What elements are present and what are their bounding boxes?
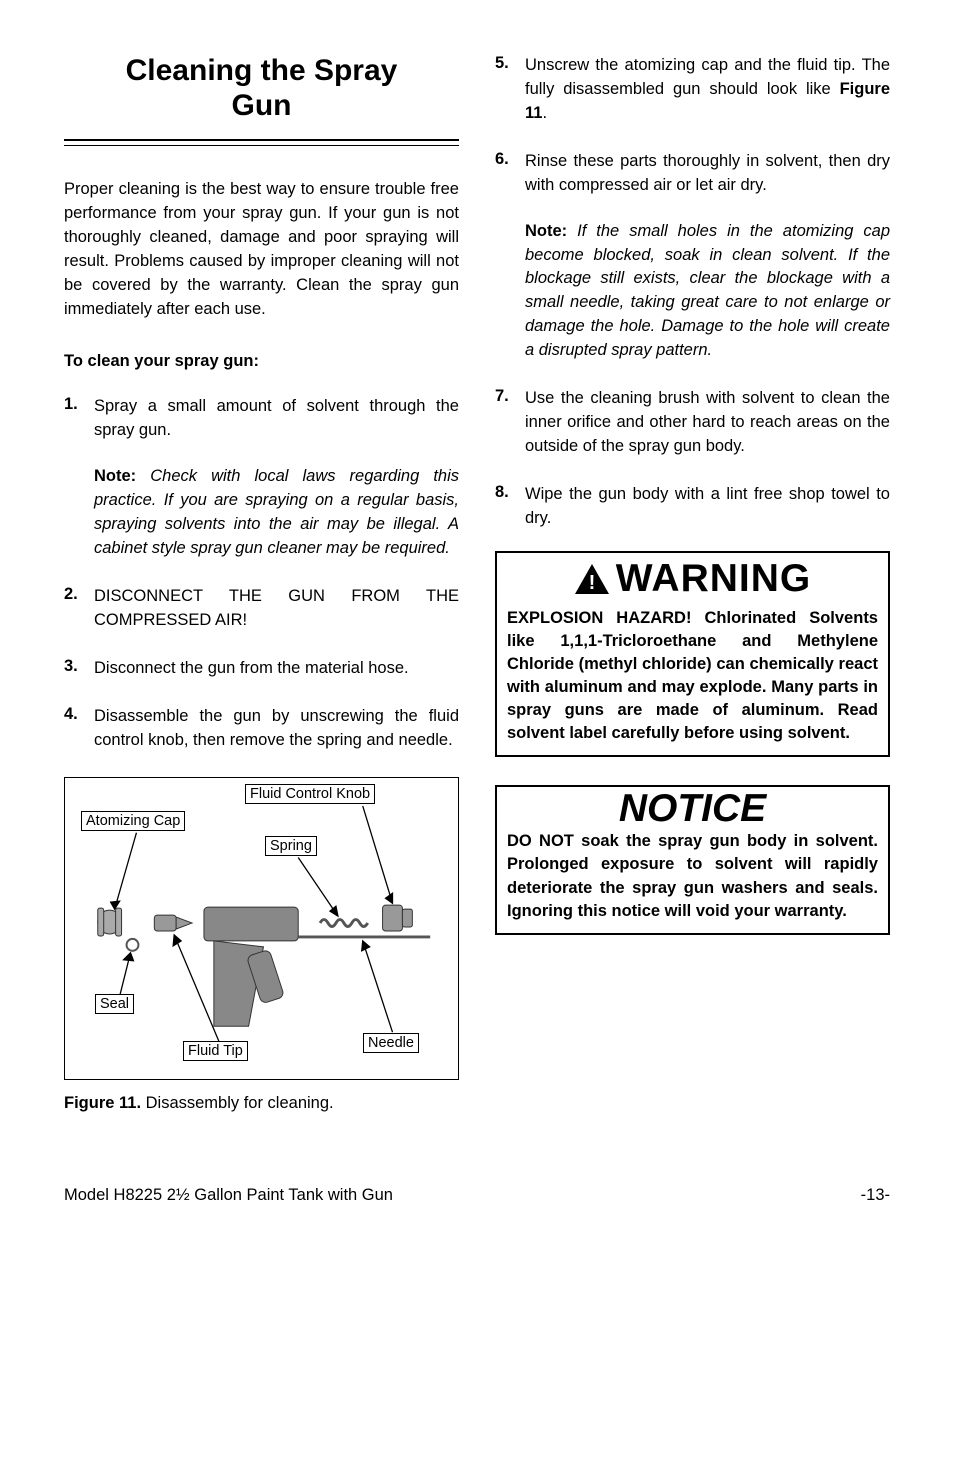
intro-paragraph: Proper cleaning is the best way to ensur…: [64, 178, 459, 322]
item-body: Disassemble the gun by unscrewing the fl…: [94, 705, 459, 753]
callout-atomizing-cap: Atomizing Cap: [81, 811, 185, 831]
note-text: Check with local laws regarding this pra…: [94, 467, 459, 557]
item-body: Wipe the gun body with a lint free shop …: [525, 483, 890, 531]
item-body: Disconnect the gun from the material hos…: [94, 657, 459, 681]
item-note: Note: If the small holes in the atomizin…: [525, 220, 890, 364]
figure-caption: Figure 11. Disassembly for cleaning.: [64, 1092, 459, 1116]
title-rule-light: [64, 145, 459, 146]
warning-body: EXPLOSION HAZARD! Chlorinated Solvents l…: [497, 601, 888, 756]
page-title: Cleaning the Spray Gun: [64, 54, 459, 133]
note-label: Note:: [525, 222, 567, 240]
item-body: Rinse these parts thoroughly in solvent,…: [525, 150, 890, 363]
subhead-clean: To clean your spray gun:: [64, 350, 459, 374]
note-text: If the small holes in the atomizing cap …: [525, 222, 890, 360]
list-item: 8. Wipe the gun body with a lint free sh…: [495, 483, 890, 531]
svg-text:!: !: [588, 572, 595, 594]
list-item: 5. Unscrew the atomizing cap and the flu…: [495, 54, 890, 126]
item-text: Spray a small amount of solvent through …: [94, 397, 459, 439]
figure-caption-label: Figure 11.: [64, 1094, 141, 1112]
figure-11: Atomizing Cap Fluid Control Knob Spring …: [64, 777, 459, 1080]
item-num: 5.: [495, 54, 525, 73]
callout-spring: Spring: [265, 836, 317, 856]
callout-fluid-control-knob: Fluid Control Knob: [245, 784, 375, 804]
notice-body: DO NOT soak the spray gun body in solven…: [497, 830, 888, 932]
footer-left: Model H8225 2½ Gallon Paint Tank with Gu…: [64, 1186, 393, 1205]
list-item: 2. DISCONNECT THE GUN FROM THE COMPRESSE…: [64, 585, 459, 633]
item-num: 4.: [64, 705, 94, 724]
left-list: 1. Spray a small amount of solvent throu…: [64, 395, 459, 752]
notice-head: NOTICE: [497, 787, 888, 830]
item-note: Note: Check with local laws regarding th…: [94, 465, 459, 561]
note-label: Note:: [94, 467, 136, 485]
title-rule-heavy: [64, 139, 459, 141]
list-item: 4. Disassemble the gun by unscrewing the…: [64, 705, 459, 753]
item-num: 7.: [495, 387, 525, 406]
callout-needle: Needle: [363, 1033, 419, 1053]
figure-caption-text: Disassembly for cleaning.: [141, 1094, 334, 1112]
right-column: 5. Unscrew the atomizing cap and the flu…: [495, 54, 890, 1116]
item-text-a: Unscrew the atomizing cap and the fluid …: [525, 56, 890, 98]
warning-triangle-icon: !: [574, 563, 610, 595]
callout-fluid-tip: Fluid Tip: [183, 1041, 248, 1061]
item-text-b: .: [542, 104, 547, 122]
item-body: DISCONNECT THE GUN FROM THE COMPRESSED A…: [94, 585, 459, 633]
list-item: 3. Disconnect the gun from the material …: [64, 657, 459, 681]
right-list: 5. Unscrew the atomizing cap and the flu…: [495, 54, 890, 531]
title-line1: Cleaning the Spray: [126, 54, 398, 87]
item-body: Use the cleaning brush with solvent to c…: [525, 387, 890, 459]
footer-right: -13-: [861, 1186, 890, 1205]
item-num: 8.: [495, 483, 525, 502]
item-body: Unscrew the atomizing cap and the fluid …: [525, 54, 890, 126]
list-item: 1. Spray a small amount of solvent throu…: [64, 395, 459, 561]
columns: Cleaning the Spray Gun Proper cleaning i…: [64, 54, 890, 1116]
warning-head-text: WARNING: [616, 557, 812, 601]
item-num: 3.: [64, 657, 94, 676]
item-text: Rinse these parts thoroughly in solvent,…: [525, 152, 890, 194]
page-footer: Model H8225 2½ Gallon Paint Tank with Gu…: [64, 1186, 890, 1205]
warning-box: ! WARNING EXPLOSION HAZARD! Chlorinated …: [495, 551, 890, 758]
callout-seal: Seal: [95, 994, 134, 1014]
list-item: 7. Use the cleaning brush with solvent t…: [495, 387, 890, 459]
notice-box: NOTICE DO NOT soak the spray gun body in…: [495, 785, 890, 934]
item-num: 1.: [64, 395, 94, 414]
item-num: 2.: [64, 585, 94, 604]
left-column: Cleaning the Spray Gun Proper cleaning i…: [64, 54, 459, 1116]
item-num: 6.: [495, 150, 525, 169]
item-body: Spray a small amount of solvent through …: [94, 395, 459, 561]
warning-head: ! WARNING: [497, 553, 888, 601]
title-line2: Gun: [232, 89, 292, 122]
list-item: 6. Rinse these parts thoroughly in solve…: [495, 150, 890, 363]
